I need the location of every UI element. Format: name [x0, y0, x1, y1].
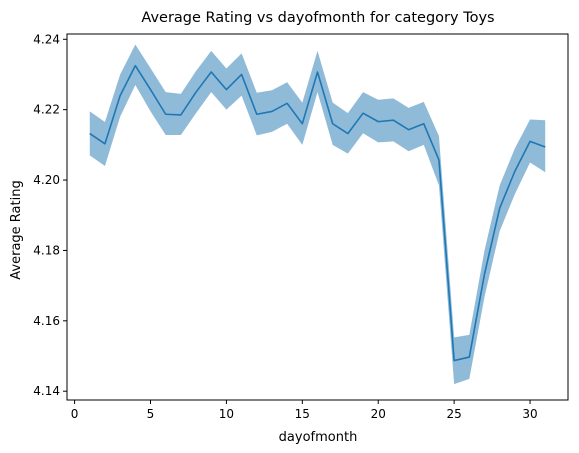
y-tick-label: 4.14 [33, 384, 60, 398]
y-tick-label: 4.16 [33, 314, 60, 328]
plot-area [89, 44, 546, 385]
x-axis-ticks: 0 5 10 15 20 25 30 [71, 400, 538, 421]
y-tick-label: 4.20 [33, 173, 60, 187]
x-axis-label: dayofmonth [279, 430, 358, 445]
confidence-band [89, 44, 546, 385]
x-tick-label: 25 [446, 407, 461, 421]
y-axis-ticks: 4.14 4.16 4.18 4.20 4.22 4.24 [33, 32, 67, 398]
y-tick-label: 4.18 [33, 243, 60, 257]
x-tick-label: 30 [522, 407, 537, 421]
x-tick-label: 5 [147, 407, 155, 421]
y-tick-label: 4.24 [33, 32, 60, 46]
x-tick-label: 20 [371, 407, 386, 421]
chart-title: Average Rating vs dayofmonth for categor… [141, 10, 494, 26]
x-tick-label: 0 [71, 407, 79, 421]
x-tick-label: 15 [295, 407, 310, 421]
series-line [89, 64, 546, 362]
plot-frame [66, 33, 569, 401]
y-tick-label: 4.22 [33, 103, 60, 117]
x-tick-label: 10 [219, 407, 234, 421]
y-axis-label: Average Rating [9, 180, 24, 279]
